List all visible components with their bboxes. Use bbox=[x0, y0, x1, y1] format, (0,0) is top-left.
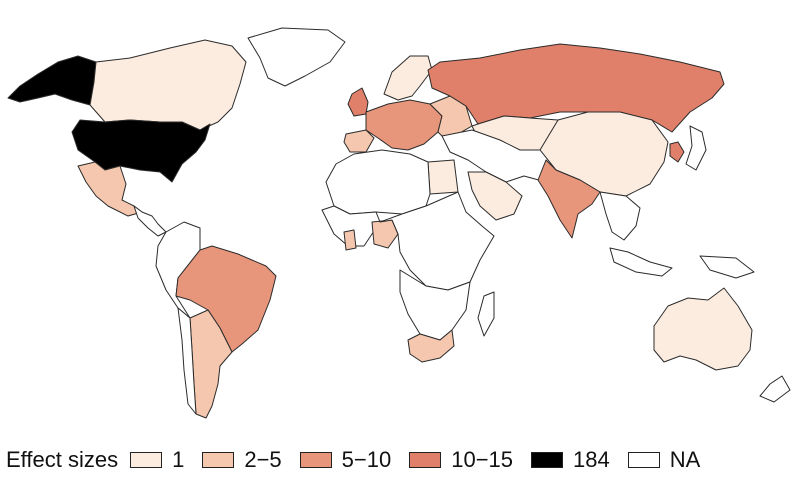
legend-swatch bbox=[299, 452, 332, 468]
region-egypt[interactable] bbox=[427, 159, 459, 195]
region-south-africa[interactable] bbox=[407, 329, 455, 363]
region-new-zealand[interactable] bbox=[759, 375, 791, 403]
region-central-america[interactable] bbox=[133, 205, 167, 237]
region-southeast-asia[interactable] bbox=[599, 191, 641, 241]
legend-swatch bbox=[531, 452, 564, 468]
region-india[interactable] bbox=[537, 159, 601, 239]
legend-item-1: 1 bbox=[130, 447, 184, 473]
region-canada[interactable] bbox=[89, 39, 247, 131]
region-saudi-arabia[interactable] bbox=[467, 171, 523, 221]
region-chile[interactable] bbox=[177, 307, 197, 415]
region-japan[interactable] bbox=[685, 125, 707, 171]
legend-swatch bbox=[627, 452, 660, 468]
region-central-east-africa[interactable] bbox=[379, 191, 495, 291]
legend-item-na: NA bbox=[627, 447, 701, 473]
legend-swatch bbox=[409, 452, 442, 468]
region-scandinavia[interactable] bbox=[383, 55, 433, 101]
region-uk[interactable] bbox=[347, 87, 369, 117]
region-greenland[interactable] bbox=[247, 27, 346, 87]
world-map bbox=[7, 27, 791, 419]
region-indonesia[interactable] bbox=[609, 247, 673, 277]
region-mexico[interactable] bbox=[77, 161, 143, 217]
map-legend: Effect sizes 1 2−5 5−10 10−15 184 NA bbox=[6, 447, 718, 473]
legend-label: 10−15 bbox=[451, 447, 514, 472]
legend-item-5-10: 5−10 bbox=[299, 447, 392, 473]
legend-item-2-5: 2−5 bbox=[202, 447, 282, 473]
legend-swatch bbox=[202, 452, 235, 468]
region-ghana[interactable] bbox=[343, 229, 357, 251]
legend-label: NA bbox=[669, 447, 701, 472]
region-russia[interactable] bbox=[427, 43, 725, 133]
legend-title: Effect sizes bbox=[6, 447, 119, 472]
legend-label: 2−5 bbox=[244, 447, 282, 472]
legend-item-10-15: 10−15 bbox=[409, 447, 513, 473]
region-korea[interactable] bbox=[669, 141, 685, 163]
region-western-europe[interactable] bbox=[365, 99, 443, 151]
region-papua[interactable] bbox=[699, 255, 755, 279]
region-madagascar[interactable] bbox=[477, 291, 495, 337]
legend-label: 1 bbox=[172, 447, 185, 472]
region-north-africa[interactable] bbox=[325, 149, 431, 215]
legend-item-184: 184 bbox=[531, 447, 610, 473]
legend-label: 184 bbox=[573, 447, 610, 472]
region-iberia[interactable] bbox=[343, 129, 375, 153]
legend-label: 5−10 bbox=[341, 447, 392, 472]
region-south-america-west[interactable] bbox=[155, 221, 201, 319]
legend-swatch bbox=[130, 452, 163, 468]
region-alaska[interactable] bbox=[7, 55, 97, 106]
region-australia[interactable] bbox=[653, 287, 753, 371]
region-brazil[interactable] bbox=[175, 245, 277, 353]
